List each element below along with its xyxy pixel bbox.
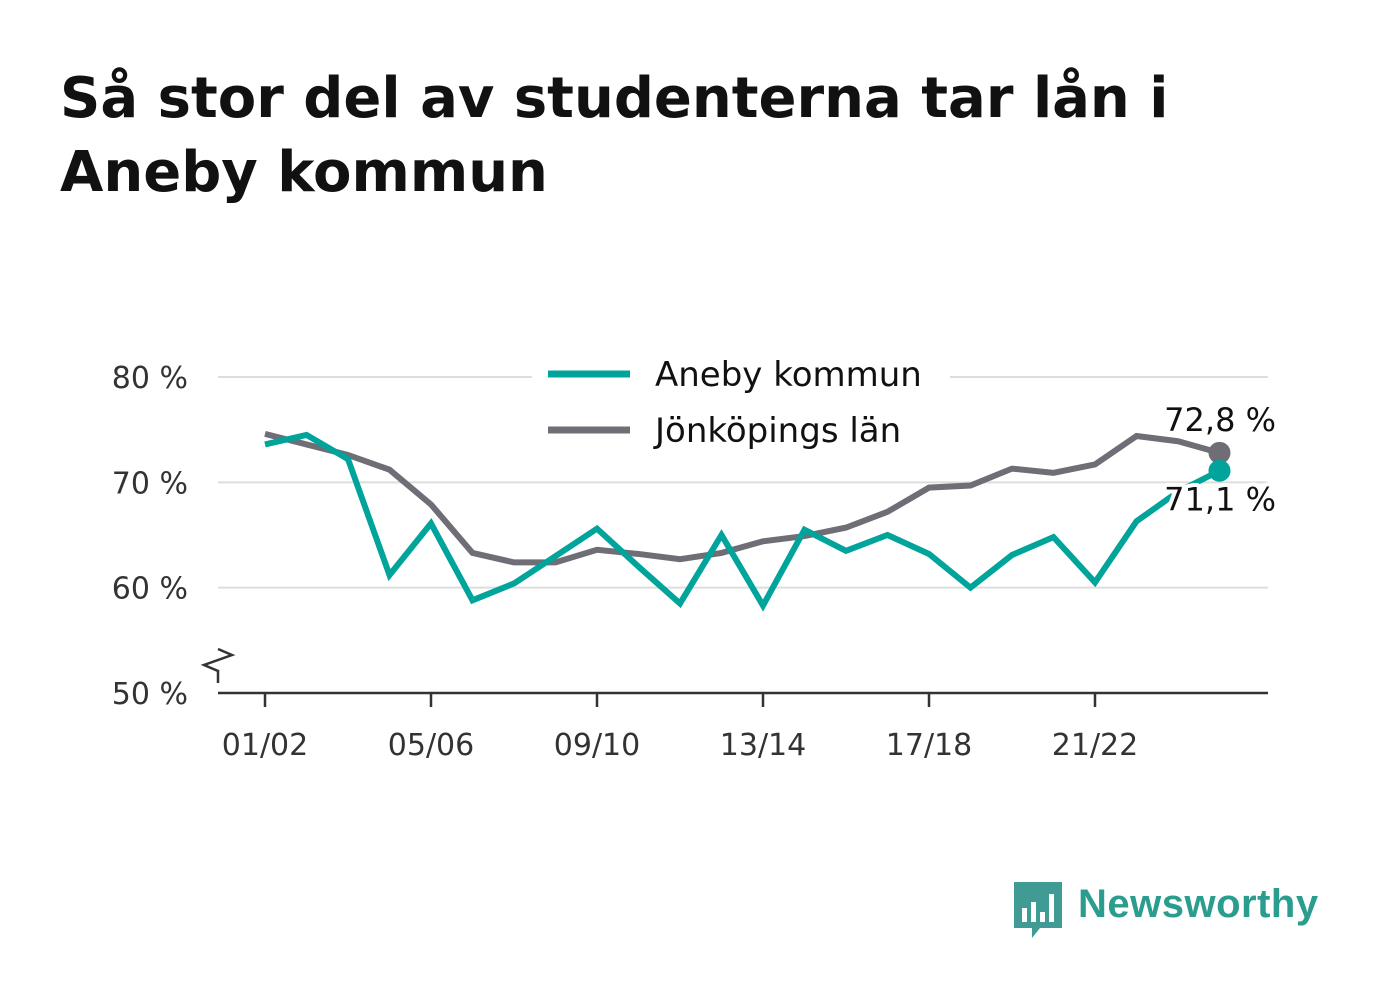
y-tick-label: 50 % <box>112 677 188 712</box>
x-axis: 01/02 05/06 09/10 13/14 17/18 21/22 <box>200 647 1268 763</box>
legend-label: Jönköpings län <box>653 411 901 451</box>
newsworthy-logo: Newsworthy <box>1010 876 1330 946</box>
x-tick-label: 17/18 <box>886 728 972 763</box>
end-value-label: 72,8 % <box>1164 401 1276 439</box>
axis-break-symbol <box>200 647 236 683</box>
y-tick-label: 80 % <box>112 361 188 396</box>
x-tick-label: 01/02 <box>222 728 308 763</box>
legend: Aneby kommun Jönköpings län <box>532 345 950 465</box>
brand-name: Newsworthy <box>1078 882 1319 926</box>
x-tick-label: 09/10 <box>554 728 640 763</box>
y-tick-label: 60 % <box>112 572 188 607</box>
series-end-point <box>1208 441 1231 464</box>
legend-background <box>532 345 950 465</box>
end-labels: 72,8 % 71,1 % <box>1160 397 1280 523</box>
y-tick-label: 70 % <box>112 466 188 501</box>
x-tick-label: 05/06 <box>388 728 474 763</box>
series-line <box>264 431 1221 612</box>
series-line <box>264 430 1221 566</box>
chart-title: Så stor del av studenterna tar lån i Ane… <box>60 66 1169 205</box>
series-lines <box>264 430 1231 612</box>
end-value-label: 71,1 % <box>1164 481 1276 519</box>
y-axis-ticks: 50 % 60 % 70 % 80 % <box>112 361 188 712</box>
bar-chart-icon <box>1014 882 1062 938</box>
series-end-point <box>1208 459 1231 482</box>
x-tick-label: 13/14 <box>720 728 806 763</box>
x-tick-label: 21/22 <box>1052 728 1138 763</box>
legend-label: Aneby kommun <box>655 355 922 395</box>
